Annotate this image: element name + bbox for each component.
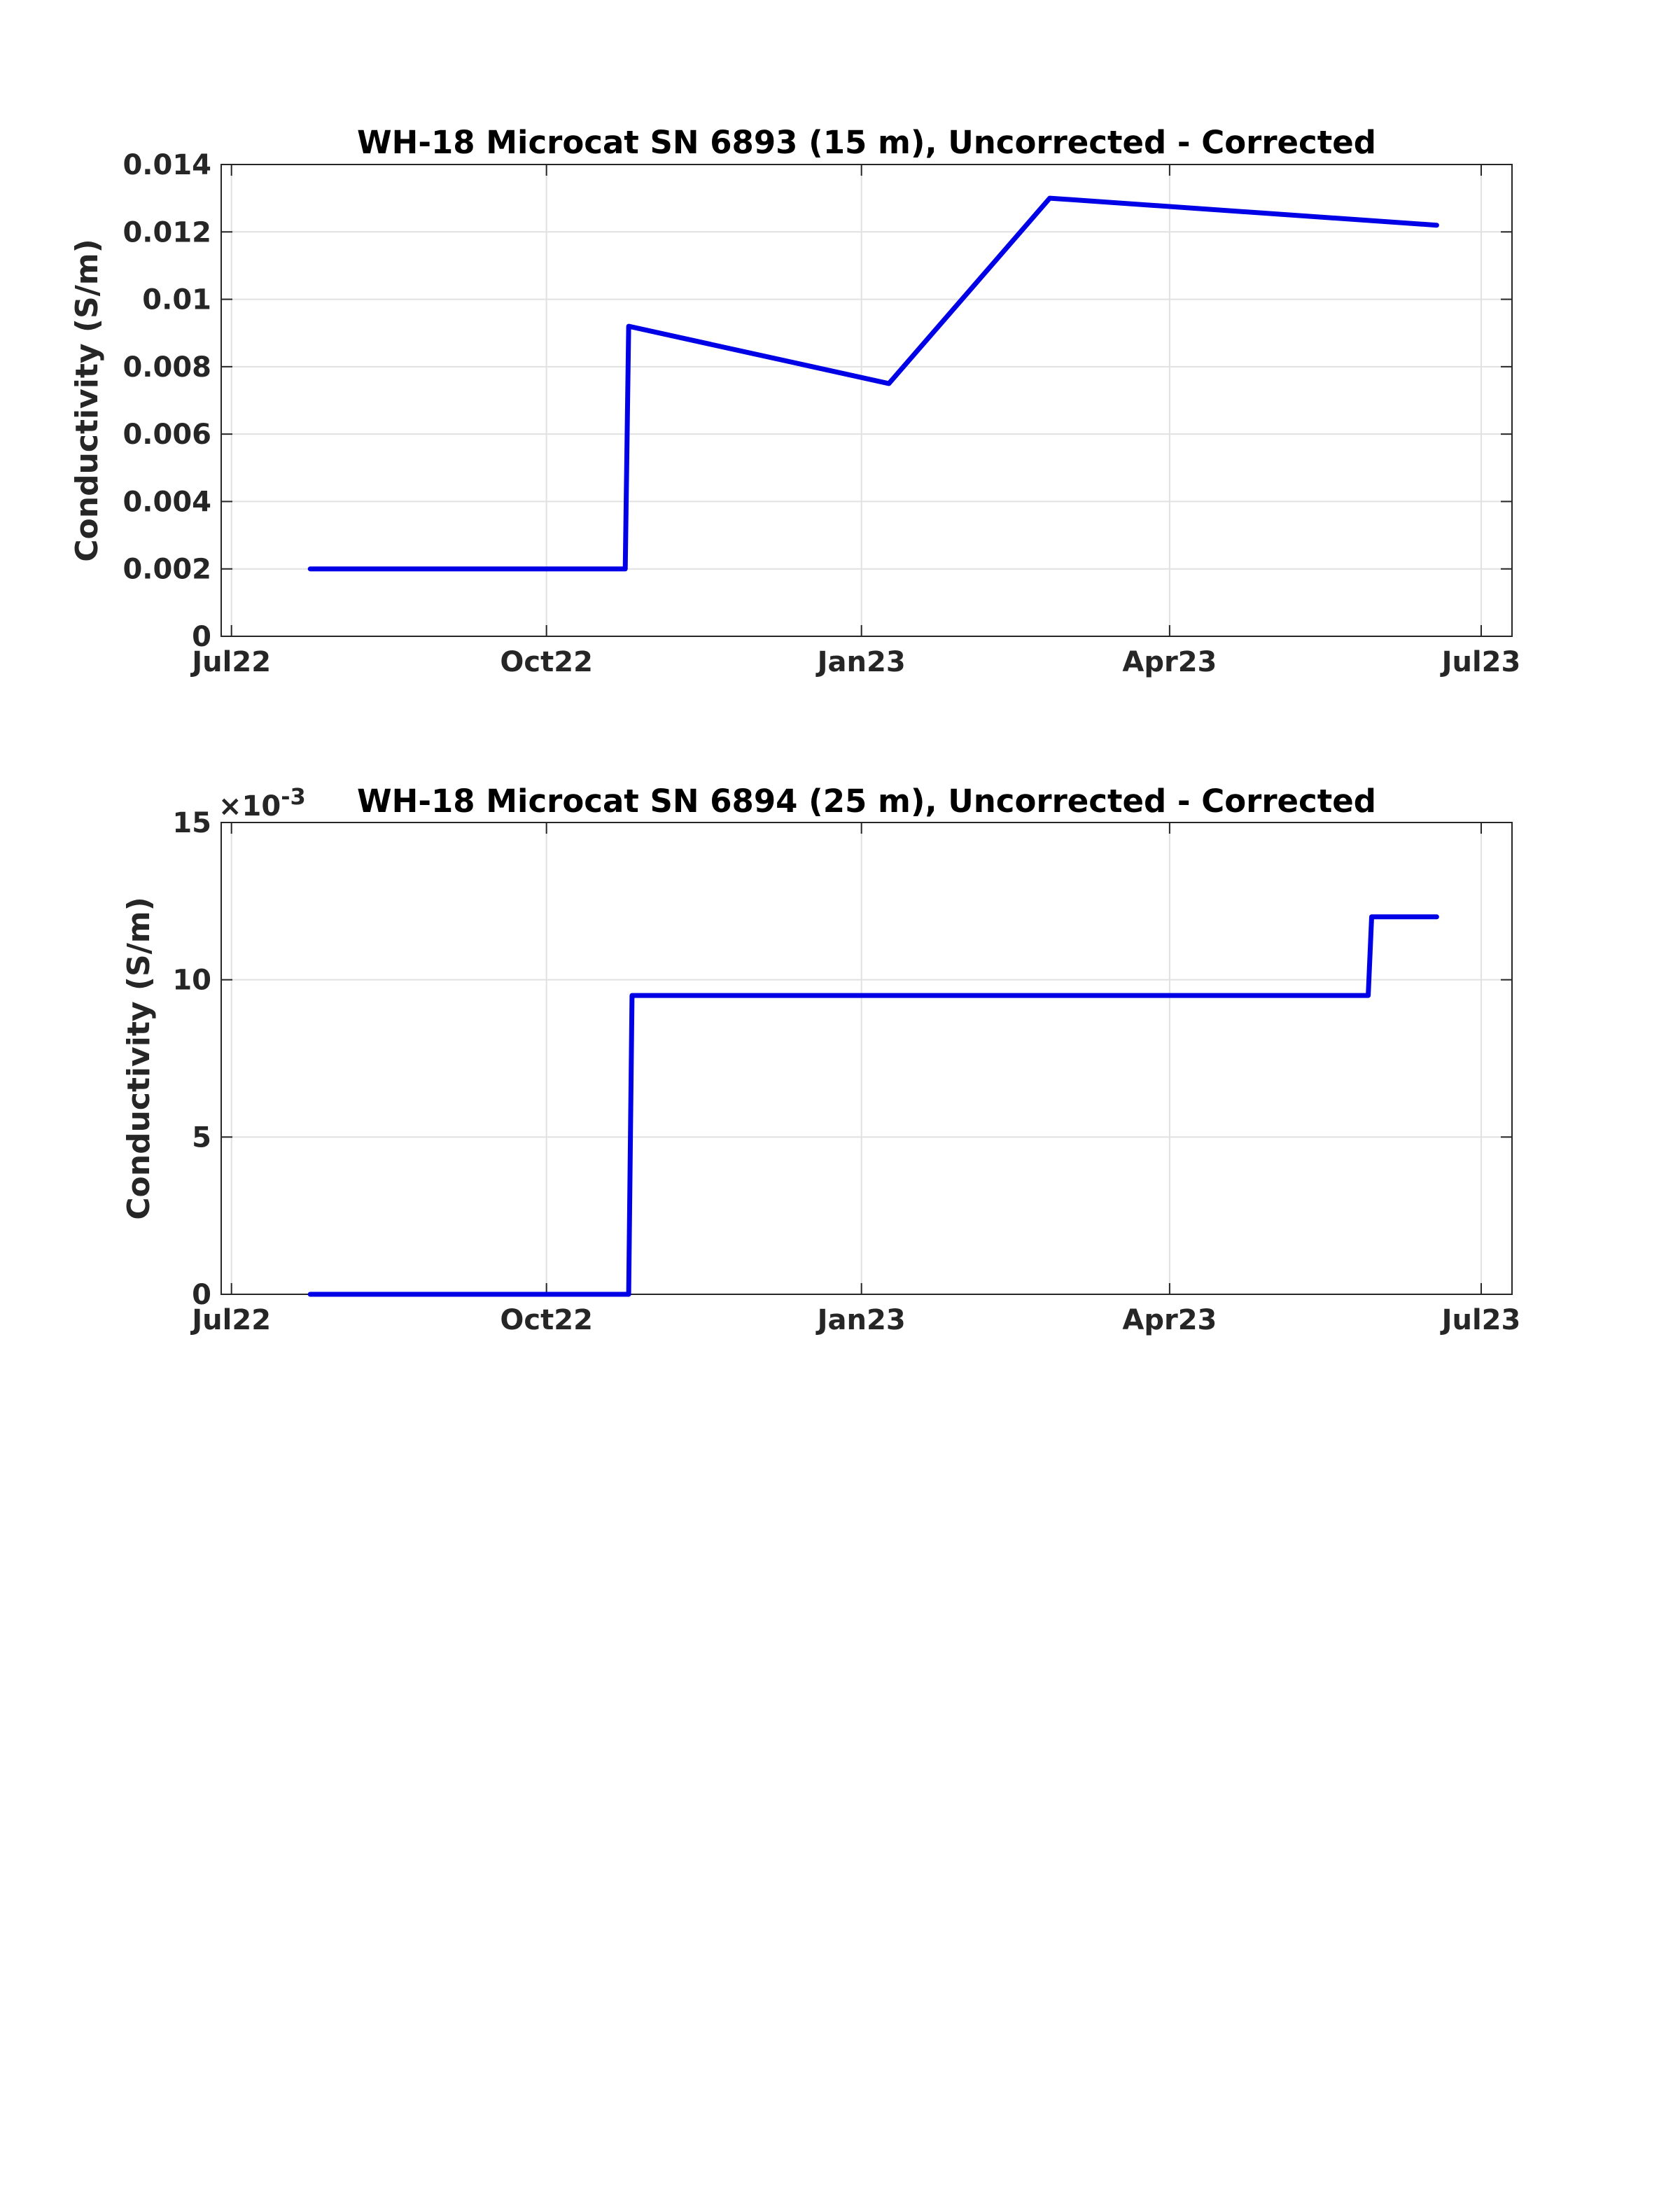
y-axis-label-2: Conductivity (S/m) [121,897,157,1219]
x-tick-label: Jul23 [1440,1304,1521,1336]
grid-2 [221,822,1512,1295]
x-tick-label: Oct22 [500,646,593,678]
y-tick-label: 0.008 [122,351,211,384]
y-axis-exponent-2: ×10-3 [218,783,306,822]
x-tick-label: Jul23 [1440,646,1521,678]
axes-box-1 [220,164,1513,637]
x-tick-label: Apr23 [1122,1304,1217,1336]
x-tick-label: Apr23 [1122,646,1217,678]
y-tick-label: 0 [192,621,211,653]
ticks-1: Jul22 Oct22 Jan23 Apr23 Jul23 0 0.002 0.004 0.00… [122,149,1520,678]
chart-panel-2: Jul22 Oct22 Jan23 Apr23 Jul23 0 5 10 15 WH-18 Mi… [121,783,1520,1336]
grid-1 [221,164,1512,637]
chart-title-1: WH-18 Microcat SN 6893 (15 m), Uncorrect… [357,124,1376,161]
y-tick-label: 10 [172,965,211,997]
x-tick-label: Jul22 [190,646,271,678]
axes-box-2 [220,822,1513,1295]
chart-title-2: WH-18 Microcat SN 6894 (25 m), Uncorrect… [357,783,1376,820]
y-tick-label: 0.014 [122,149,211,181]
y-tick-label: 0 [192,1279,211,1311]
series-line-2 [307,914,1439,1297]
ticks-2: Jul22 Oct22 Jan23 Apr23 Jul23 0 5 10 15 [172,807,1520,1336]
x-tick-label: Jan23 [816,1304,906,1336]
y-tick-label: 0.004 [122,486,211,518]
x-tick-label: Jan23 [816,646,906,678]
y-tick-label: 0.002 [122,554,211,586]
x-tick-label: Oct22 [500,1304,593,1336]
y-tick-label: 0.006 [122,419,211,451]
y-axis-label-1: Conductivity (S/m) [69,239,105,561]
series-line-1 [307,195,1439,572]
x-tick-label: Jul22 [190,1304,271,1336]
exponent-base: ×10 [218,790,281,822]
exponent-power: -3 [281,783,306,810]
y-tick-label: 0.012 [122,216,211,248]
chart-panel-1: Jul22 Oct22 Jan23 Apr23 Jul23 0 0.002 0.004 0.00… [69,124,1520,678]
y-tick-label: 5 [192,1121,211,1154]
y-tick-label: 15 [172,807,211,839]
y-tick-label: 0.01 [142,284,211,316]
